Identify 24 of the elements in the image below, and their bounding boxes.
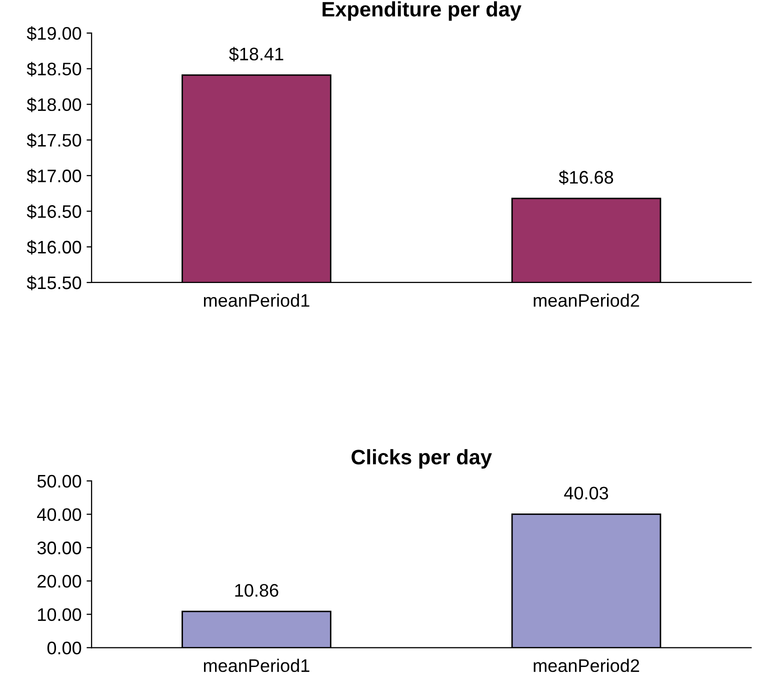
y-tick-label: $19.00 [26, 26, 82, 41]
y-tick-label: 30.00 [37, 542, 82, 554]
data-label: 10.86 [235, 584, 278, 597]
y-tick-label: 40.00 [37, 508, 82, 521]
x-tick-label: meanPeriod1 [204, 294, 310, 307]
chart-title: Clicks per day [352, 449, 492, 469]
chart-title: Expenditure per day [322, 1, 522, 21]
y-tick-label: $16.50 [26, 204, 82, 220]
y-tick-label: 50.00 [37, 474, 82, 488]
x-tick-label: meanPeriod2 [534, 658, 640, 672]
data-label: $18.41 [229, 46, 284, 62]
x-tick-label: meanPeriod1 [204, 658, 310, 672]
y-tick-label: 20.00 [38, 574, 82, 588]
y-tick-label: $15.50 [26, 276, 82, 290]
data-label: 40.03 [564, 486, 608, 500]
y-tick-label: $17.50 [26, 133, 82, 148]
y-tick-label: 10.00 [38, 608, 82, 622]
y-tick-label: $18.00 [26, 98, 82, 112]
y-tick-label: $16.00 [26, 240, 82, 255]
data-label: $16.68 [558, 170, 614, 185]
y-tick-label: $18.50 [26, 62, 82, 76]
y-tick-label: $17.00 [26, 168, 82, 184]
y-tick-label: 0.00 [47, 642, 82, 654]
x-tick-label: meanPeriod2 [534, 294, 640, 307]
